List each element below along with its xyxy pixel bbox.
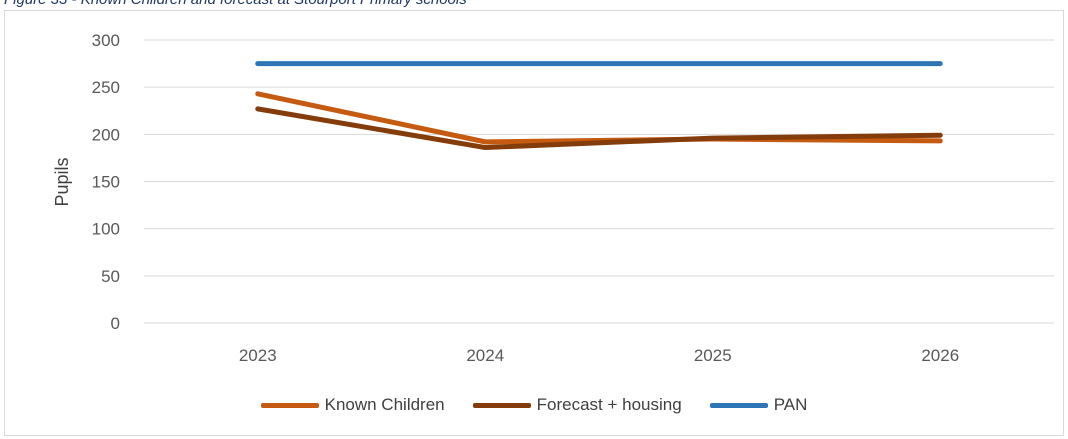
y-tick-label: 100 xyxy=(92,220,120,239)
x-tick-label: 2024 xyxy=(466,346,504,365)
y-tick-labels: 0 50 100 150 200 250 300 xyxy=(92,31,120,333)
y-tick-label: 200 xyxy=(92,125,120,144)
gridlines xyxy=(144,39,1054,324)
legend-item: Forecast + housing xyxy=(472,395,682,415)
x-tick-labels: 2023 2024 2025 2026 xyxy=(239,346,959,365)
y-tick-label: 0 xyxy=(111,314,120,333)
y-axis-title: Pupils xyxy=(52,157,72,206)
legend-item: PAN xyxy=(709,395,808,415)
y-tick-label: 300 xyxy=(92,31,120,50)
x-tick-label: 2023 xyxy=(239,346,277,365)
legend-label: PAN xyxy=(773,395,808,414)
y-tick-label: 150 xyxy=(92,173,120,192)
legend-label: Forecast + housing xyxy=(536,395,682,414)
series-lines xyxy=(255,61,943,151)
y-tick-label: 250 xyxy=(92,78,120,97)
legend-swatch xyxy=(472,402,531,408)
chart-frame xyxy=(4,10,1064,436)
x-tick-label: 2025 xyxy=(694,346,732,365)
legend-swatch xyxy=(260,402,319,408)
x-tick-label: 2026 xyxy=(921,346,959,365)
legend: Known Children Forecast + housing PAN xyxy=(0,395,1068,415)
legend-label: Known Children xyxy=(324,395,445,414)
series-line-forecast-housing xyxy=(255,106,943,151)
y-tick-label: 50 xyxy=(101,267,120,286)
figure-caption: Figure 33 - Known Children and forecast … xyxy=(4,0,467,8)
legend-swatch xyxy=(709,402,768,408)
legend-item: Known Children xyxy=(260,395,445,415)
